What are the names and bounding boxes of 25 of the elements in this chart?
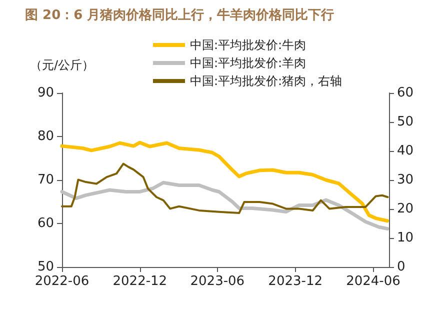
y-tick-label: 50 [37,260,54,274]
x-tick-label: 2023-06 [190,274,245,289]
line-series [60,140,390,223]
y-tick-label: 60 [37,216,54,231]
y2-tick-label: 20 [397,202,414,216]
y-tick-label: 80 [37,129,54,144]
x-tick-label: 2022-12 [112,274,168,289]
chart-title: 图 20：6 月猪肉价格同比上行，牛羊肉价格同比下行 [25,8,334,23]
y-tick-label: 70 [37,172,54,188]
y-tick-label: 90 [37,86,54,100]
legend-label: 中国:平均批发价:牛肉 [190,38,306,52]
x-tick-label: 2022-06 [34,274,90,289]
y2-tick-label: 0 [397,260,406,274]
y2-tick-label: 40 [397,144,414,158]
line-series [61,162,389,214]
line-series [60,180,390,230]
y2-tick-label: 10 [397,230,414,246]
y-axis-title: （元/公斤） [30,58,94,72]
legend-label: 中国:平均批发价:猪肉，右轴 [190,74,342,88]
legend-label: 中国:平均批发价:羊肉 [190,56,306,70]
x-tick-label: 2023-12 [268,274,322,289]
y2-tick-label: 60 [397,86,414,100]
y2-tick-label: 30 [397,172,414,188]
x-tick-label: 2024-06 [346,274,400,289]
y2-tick-label: 50 [397,114,414,130]
